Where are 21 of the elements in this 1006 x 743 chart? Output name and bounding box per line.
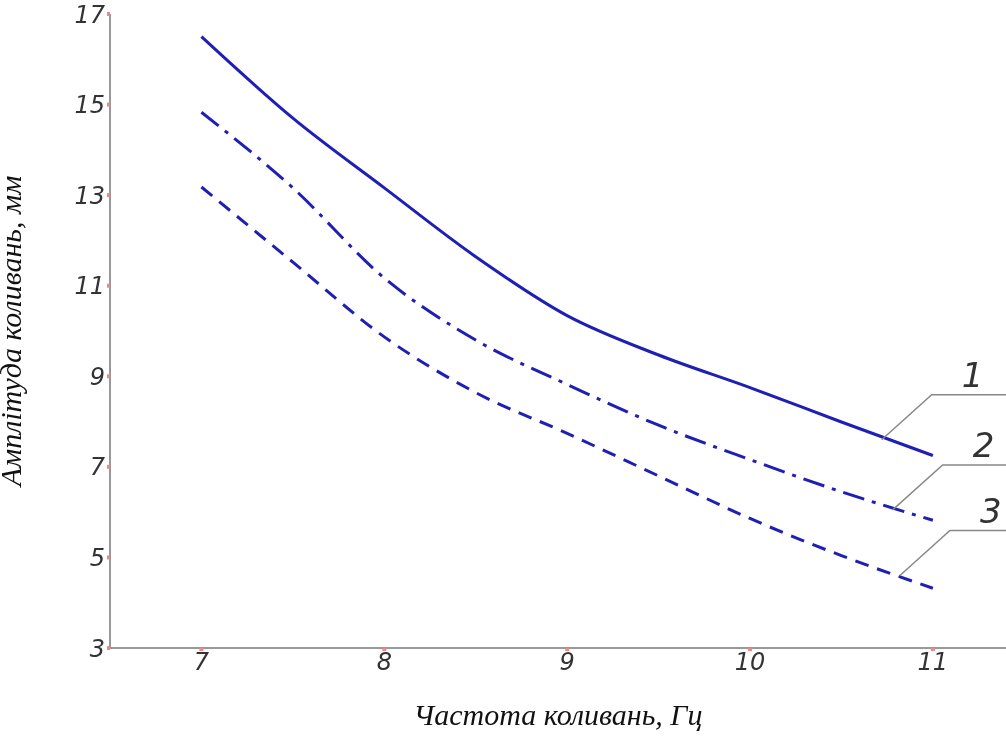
y-tick-label: 13 (74, 181, 105, 210)
annotation: 3 (979, 490, 1002, 531)
x-tick-label: 10 (734, 648, 766, 677)
x-tick-label: 8 (376, 648, 392, 677)
x-axis-title: Частота коливань, Гц (413, 698, 703, 731)
y-tick-label: 3 (89, 634, 105, 663)
y-axis-title: Амплітуда коливань, мм (0, 175, 27, 489)
x-tick-label: 11 (917, 648, 949, 677)
y-tick-label: 11 (74, 272, 105, 301)
x-tick-label: 7 (193, 648, 210, 677)
line-series (199, 35, 935, 458)
y-tick-label: 9 (89, 362, 105, 391)
line-series (199, 110, 935, 522)
y-tick-label: 5 (89, 543, 105, 572)
x-tick-label: 9 (559, 648, 575, 677)
annotation: 1 (961, 354, 984, 395)
annotation: 2 (972, 424, 995, 465)
y-tick-label: 15 (74, 91, 105, 120)
y-tick-label: 7 (89, 453, 106, 482)
line-series (199, 185, 935, 590)
y-tick-label: 17 (74, 0, 106, 29)
